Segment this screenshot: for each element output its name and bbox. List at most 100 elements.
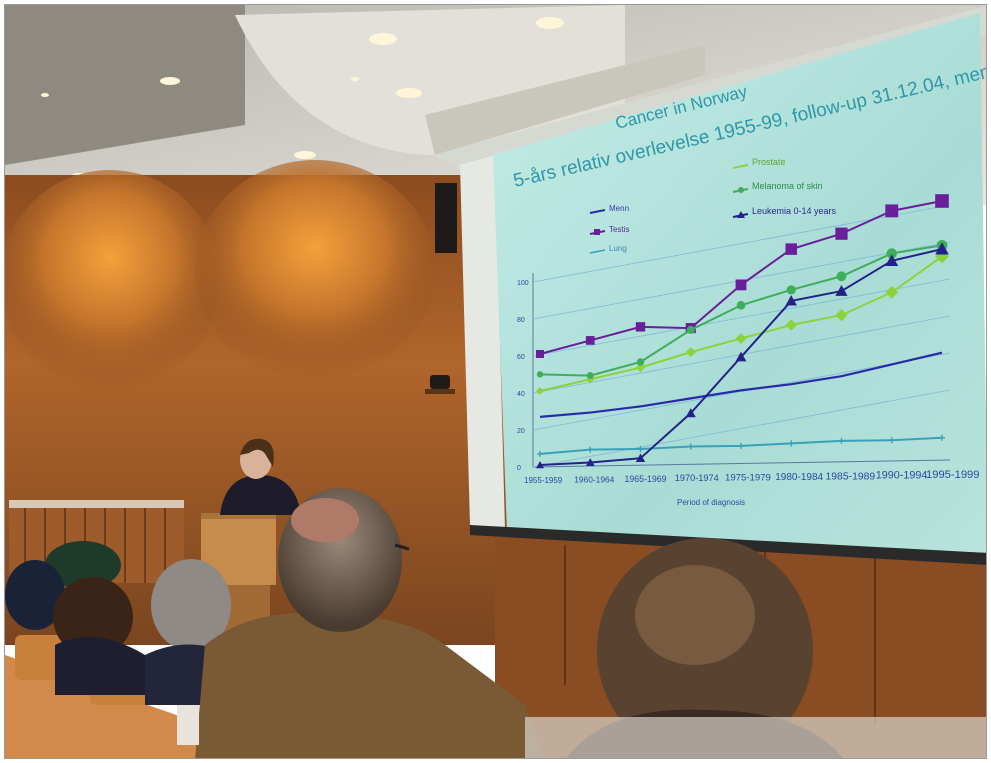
data-point: [885, 204, 899, 218]
data-point: [788, 440, 795, 447]
data-point: [536, 350, 544, 358]
y-tick-labels: 0 20 40 60 80 100: [517, 280, 529, 472]
audience-foreground-man: [195, 488, 545, 758]
data-point: [738, 442, 744, 449]
wall-light-left: [5, 170, 220, 390]
screen-housing: [433, 5, 986, 170]
data-point: [885, 285, 899, 299]
legend-item-prostate: Prostate: [732, 157, 786, 169]
y-tick-label: 100: [517, 280, 529, 287]
slide-chart: 0 20 40 60 80 100 1955-1959 1960-1964 1965-1969…: [517, 194, 980, 507]
camera: [430, 375, 450, 389]
legend-label-lung: Lung: [609, 244, 627, 253]
data-point: [935, 249, 949, 264]
data-point: [835, 227, 848, 240]
data-point: [536, 371, 544, 378]
legend-label-testis: Testis: [609, 225, 629, 234]
data-point: [786, 285, 796, 295]
camera-mount: [425, 389, 455, 394]
data-point: [735, 351, 747, 362]
data-point: [835, 309, 848, 322]
legend-item-leukemia: Leukemia 0-14 years: [732, 206, 837, 218]
x-tick-label: 1985-1989: [826, 471, 876, 482]
data-point: [885, 254, 899, 266]
gridline: [532, 352, 951, 431]
speaker-box: [435, 183, 457, 253]
data-point: [785, 319, 797, 331]
series-line: [539, 351, 943, 418]
data-point: [736, 300, 746, 310]
audience-left-group: [5, 541, 145, 695]
x-tick-label: 1980-1984: [775, 472, 823, 483]
y-tick-label: 0: [517, 465, 521, 472]
y-tick-label: 80: [517, 317, 525, 324]
data-point: [735, 279, 747, 291]
data-point: [536, 387, 544, 395]
lecture-hall-photo: Cancer in Norway 5-års relativ overlevel…: [5, 5, 986, 758]
gridline: [532, 278, 951, 357]
x-tick-label: 1955-1959: [524, 476, 563, 485]
data-point: [635, 322, 646, 332]
x-tick-label: 1965-1969: [625, 474, 667, 484]
screen-side-frame: [460, 155, 505, 530]
legend-label-menn: Menn: [609, 204, 629, 213]
legend-item-testis: Testis: [589, 225, 629, 235]
data-point: [637, 445, 644, 452]
data-point: [836, 271, 847, 282]
data-point: [685, 408, 696, 418]
data-point: [685, 347, 696, 358]
data-point: [585, 374, 595, 384]
data-point: [785, 243, 797, 255]
data-point: [635, 453, 646, 462]
data-point: [586, 372, 594, 380]
ceiling-soffit: [5, 5, 245, 165]
x-axis: [532, 459, 951, 468]
series-prostate: [536, 249, 949, 395]
data-point: [635, 362, 646, 373]
x-axis-label: Period of diagnosis: [677, 498, 745, 507]
legend: Menn Testis Lung Prostate Melanoma of sk…: [589, 157, 837, 254]
data-point: [835, 284, 848, 296]
data-point: [735, 333, 747, 344]
legend-label-leukemia: Leukemia 0-14 years: [752, 206, 837, 216]
x-tick-label: 1960-1964: [574, 474, 614, 484]
ceiling-beam: [425, 45, 705, 155]
data-point: [686, 325, 695, 334]
data-point: [935, 242, 949, 255]
legend-item-menn: Menn: [589, 204, 629, 214]
wall-light-right: [195, 160, 435, 380]
presenter: [220, 438, 301, 515]
x-tick-label: 1970-1974: [675, 473, 719, 483]
y-tick-label: 20: [517, 428, 525, 435]
data-point: [838, 437, 845, 444]
data-point: [636, 358, 645, 366]
y-tick-label: 60: [517, 354, 525, 361]
series-menn: [539, 351, 943, 418]
gridline: [532, 389, 951, 468]
legend-item-lung: Lung: [589, 244, 627, 254]
x-tick-labels: 1955-1959 1960-1964 1965-1969 1970-1974 1975…: [524, 469, 980, 485]
data-point: [537, 450, 543, 457]
y-tick-label: 40: [517, 391, 525, 398]
x-tick-label: 1975-1979: [725, 473, 771, 484]
data-point: [935, 194, 949, 208]
legend-item-melanoma: Melanoma of skin: [732, 181, 823, 193]
data-point: [585, 336, 595, 345]
series-leukemia-0-14-years: [536, 242, 949, 469]
data-point: [687, 443, 694, 450]
series-lung: [537, 434, 945, 457]
chart-series: [536, 194, 949, 469]
data-point: [585, 458, 595, 467]
data-point: [939, 434, 945, 441]
x-tick-label: 1995-1999: [926, 469, 980, 481]
paper-cup: [177, 705, 199, 745]
foreground-desk-right: [525, 717, 986, 758]
data-point: [785, 295, 797, 306]
data-point: [587, 446, 594, 453]
legend-label-prostate: Prostate: [752, 157, 786, 167]
legend-label-melanoma: Melanoma of skin: [752, 181, 823, 191]
data-point: [536, 461, 544, 469]
gridline: [532, 204, 951, 283]
data-point: [888, 437, 895, 444]
x-tick-label: 1990-1994: [876, 470, 928, 482]
